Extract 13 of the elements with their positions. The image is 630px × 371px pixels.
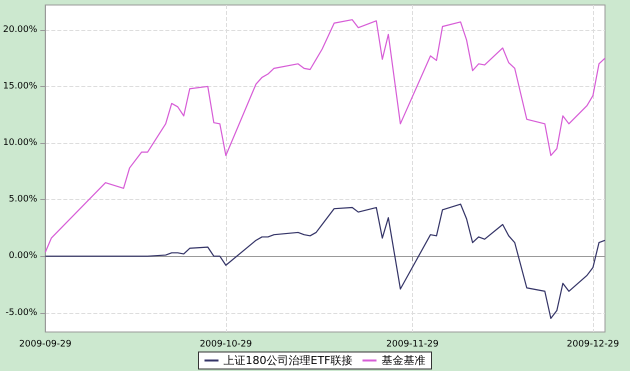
legend-label: 上证180公司治理ETF联接 (224, 354, 353, 367)
legend-label: 基金基准 (381, 354, 426, 367)
y-tick-label: -5.00% (5, 308, 38, 318)
y-tick-label: 20.00% (2, 24, 38, 35)
y-tick-label: 10.00% (2, 138, 38, 148)
y-tick-label: 5.00% (8, 194, 38, 205)
line-series (44, 19, 606, 253)
x-tick-label: 2009-09-29 (19, 340, 72, 350)
x-tick-label: 2009-12-29 (566, 340, 620, 350)
x-tick-label: 2009-10-29 (200, 340, 252, 350)
y-tick-label: 0.00% (8, 251, 38, 262)
x-tick-label: 2009-11-29 (386, 340, 439, 350)
y-tick-label: 15.00% (2, 81, 38, 92)
